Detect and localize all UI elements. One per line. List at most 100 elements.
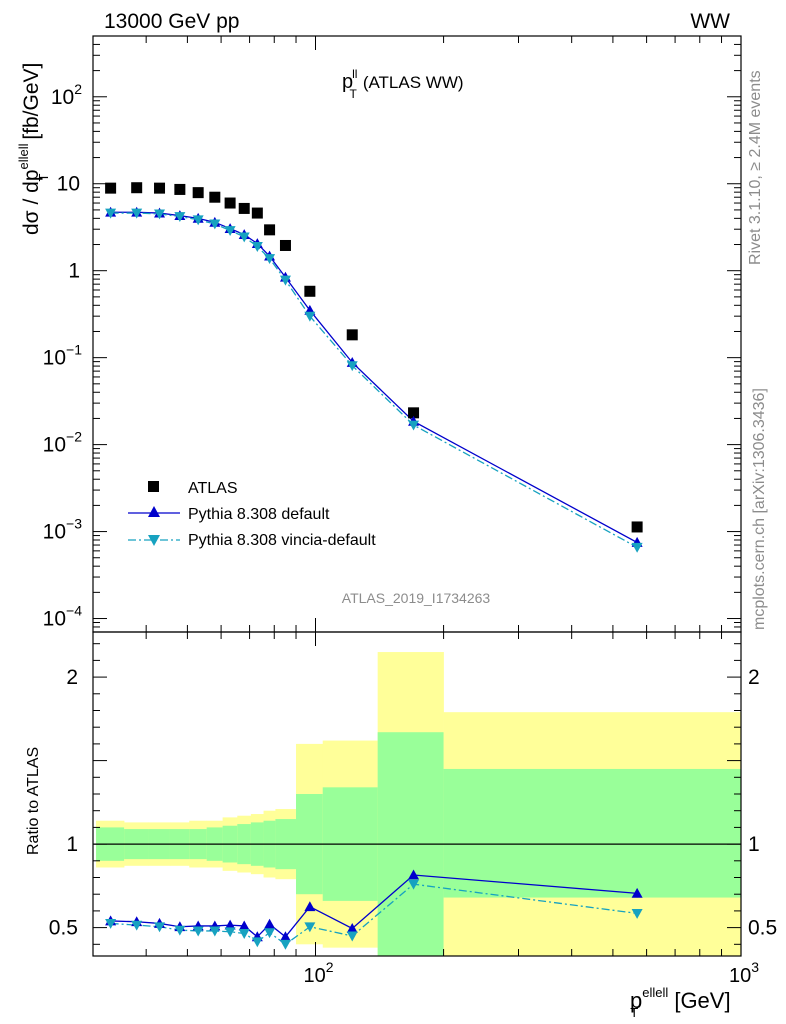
ratio-ytick-label-right-2: 2 <box>748 666 760 689</box>
pythia-vincia-point-1 <box>131 208 143 219</box>
y-axis-label-a: dσ / dp <box>20 169 43 235</box>
ratio-vincia-point-12 <box>346 931 358 942</box>
legend-atlas-marker <box>148 481 159 492</box>
ratio-ytick-label-right-1: 1 <box>748 833 760 856</box>
main-ytick-label-6: 102 <box>51 81 82 109</box>
x-axis-label-b: [GeV] <box>668 988 730 1013</box>
atlas-point-11 <box>304 285 316 297</box>
legend-default-label: Pythia 8.308 default <box>188 506 330 523</box>
ratio-default-point-10 <box>279 931 291 942</box>
ratio-vincia-point-14 <box>631 909 643 919</box>
atlas-point-0 <box>105 182 117 194</box>
plot-title-p: p <box>342 71 353 93</box>
pythia-vincia-point-6 <box>224 226 236 236</box>
pythia-vincia-point-4 <box>192 215 204 226</box>
main-ytick-label-2: 10−2 <box>43 429 83 457</box>
ratio-ytick-label-left-1: 1 <box>66 833 78 856</box>
rivet-version-text: Rivet 3.1.10, ≥ 2.4M events <box>747 70 764 265</box>
ratio-ytick-label-left-0: 0.5 <box>49 917 78 940</box>
atlas-point-7 <box>238 202 250 214</box>
mcplots-reference-text: mcplots.cern.ch [arXiv:1306.3436] <box>751 388 768 630</box>
atlas-point-1 <box>131 182 143 194</box>
pythia-vincia-point-5 <box>209 219 221 230</box>
pythia-vincia-point-8 <box>251 242 263 252</box>
ratio-plot <box>93 652 742 956</box>
ratio-default-point-14 <box>631 887 643 898</box>
y-axis-label-b: [fb/GeV] <box>20 63 43 146</box>
atlas-point-14 <box>631 521 643 533</box>
ratio-default-point-11 <box>304 901 316 912</box>
ratio-vincia-point-8 <box>251 937 263 948</box>
y-axis-label: dσ / dpellell T [fb/GeV] <box>16 63 51 235</box>
pythia-vincia-point-0 <box>105 208 117 219</box>
pythia-vincia-point-12 <box>346 361 358 372</box>
y-axis-label-sup: ellell <box>16 143 31 169</box>
pythia-vincia-point-10 <box>279 275 291 286</box>
atlas-point-5 <box>209 191 221 203</box>
main-ytick-label-1: 10−3 <box>43 516 83 544</box>
ratio-vincia-point-0 <box>105 919 117 929</box>
x-axis-label-sup: ellell <box>642 985 668 1000</box>
ratio-vincia-point-9 <box>264 928 276 939</box>
ratio-vincia-point-4 <box>192 926 204 937</box>
ratio-vincia-point-3 <box>174 925 186 936</box>
pythia-vincia-point-2 <box>154 209 166 220</box>
analysis-id: ATLAS_2019_I1734263 <box>342 590 491 606</box>
x-tick-label-1: 103 <box>729 959 759 987</box>
ratio-vincia-point-2 <box>154 922 166 933</box>
pythia-vincia-point-3 <box>174 212 186 223</box>
pythia-vincia-point-11 <box>304 311 316 322</box>
ratio-default-point-13 <box>408 869 420 880</box>
main-ytick-label-3: 10−1 <box>43 342 83 370</box>
plot-title-sup: ll <box>352 67 357 81</box>
ratio-vincia-point-6 <box>224 927 236 938</box>
ratio-default-point-6 <box>224 919 236 930</box>
ratio-default-point-12 <box>346 922 358 933</box>
ratio-vincia-point-13 <box>408 879 420 890</box>
y-axis-label-sub: T <box>36 173 51 181</box>
plot-title-sub: T <box>349 87 357 101</box>
atlas-point-12 <box>346 329 358 341</box>
atlas-point-3 <box>174 183 186 195</box>
ratio-default-point-7 <box>238 920 250 931</box>
x-axis-label-p: p <box>630 988 642 1013</box>
main-ytick-label-0: 10−4 <box>43 603 83 631</box>
header-process: WW <box>690 10 730 33</box>
x-axis-label: pellell T [GeV] <box>630 985 731 1020</box>
ratio-ytick-label-left-2: 2 <box>66 666 78 689</box>
ratio-y-axis-label: Ratio to ATLAS <box>25 747 42 855</box>
legend: ATLAS Pythia 8.308 default Pythia 8.308 … <box>128 480 376 549</box>
atlas-point-6 <box>224 197 236 209</box>
ratio-vincia-point-10 <box>279 939 291 950</box>
header-energy: 13000 GeV pp <box>104 10 239 33</box>
atlas-point-4 <box>192 187 204 199</box>
legend-default-marker <box>148 506 160 517</box>
ratio-default-point-9 <box>264 918 276 929</box>
x-axis-label-sub: T <box>630 1005 638 1020</box>
plot-frames: 10−4 10−3 10−2 10−1 1 10 102 0.5 0.5 1 1 2 2 102 103 <box>43 35 777 987</box>
plot-title-rest: (ATLAS WW) <box>363 73 464 92</box>
main-plot <box>105 182 643 553</box>
legend-vincia-marker <box>148 535 160 546</box>
plot-title: pll T (ATLAS WW) <box>342 67 464 101</box>
x-tick-label-0: 102 <box>303 959 333 987</box>
atlas-point-9 <box>264 224 276 236</box>
ratio-vincia-point-5 <box>209 926 221 937</box>
main-ytick-label-5: 10 <box>57 173 80 196</box>
pythia-vincia-point-7 <box>238 232 250 243</box>
legend-vincia-label: Pythia 8.308 vincia-default <box>188 532 376 549</box>
main-ytick-label-4: 1 <box>68 260 80 283</box>
ratio-vincia-point-11 <box>304 922 316 933</box>
ratio-band-inner-14 <box>443 768 742 898</box>
atlas-point-13 <box>408 407 420 419</box>
atlas-point-10 <box>279 239 291 251</box>
atlas-point-2 <box>154 182 166 194</box>
pythia-vincia-point-14 <box>631 542 643 553</box>
ratio-ytick-label-right-0: 0.5 <box>748 917 777 940</box>
series-line-pythia-vincia <box>110 212 638 548</box>
ratio-vincia-point-7 <box>238 929 250 939</box>
atlas-point-8 <box>251 207 263 219</box>
pythia-vincia-point-13 <box>408 420 420 431</box>
pythia-vincia-point-9 <box>264 254 276 265</box>
